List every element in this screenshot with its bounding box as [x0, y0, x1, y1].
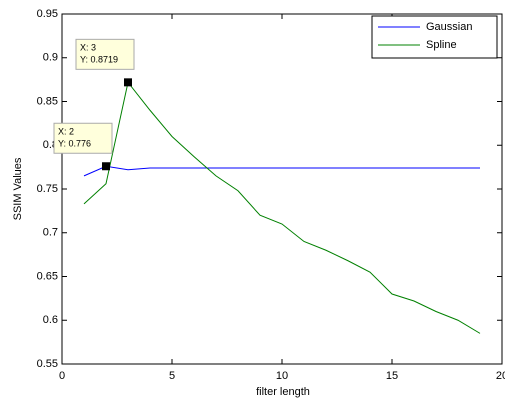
datatip-x: X: 2 — [58, 127, 74, 137]
legend-label: Spline — [426, 39, 457, 51]
y-tick-label: 0.75 — [37, 183, 58, 195]
x-tick-label: 20 — [496, 370, 505, 382]
y-tick-label: 0.7 — [43, 227, 58, 239]
y-tick-label: 0.95 — [37, 8, 58, 20]
x-axis-label: filter length — [256, 386, 310, 398]
x-tick-label: 15 — [386, 370, 398, 382]
page: {"chart_data": {"type": "line", "xlabel"… — [0, 0, 505, 398]
y-tick-label: 0.65 — [37, 270, 58, 282]
x-tick-label: 5 — [169, 370, 175, 382]
y-tick-label: 0.55 — [37, 358, 58, 370]
y-tick-label: 0.9 — [43, 52, 58, 64]
datatip-marker — [124, 78, 132, 86]
legend-label: Gaussian — [426, 21, 472, 33]
datatip-y: Y: 0.8719 — [80, 55, 118, 65]
y-tick-label: 0.85 — [37, 95, 58, 107]
chart: filter length SSIM Values 0 5 10 15 20 0.55 0.… — [0, 0, 505, 398]
y-tick-label: 0.6 — [43, 314, 58, 326]
y-axis-label: SSIM Values — [12, 157, 24, 220]
x-tick-label: 0 — [59, 370, 65, 382]
datatip-x: X: 3 — [80, 43, 96, 53]
x-tick-label: 10 — [276, 370, 288, 382]
datatip-y: Y: 0.776 — [58, 139, 91, 149]
datatip-marker — [102, 162, 110, 170]
